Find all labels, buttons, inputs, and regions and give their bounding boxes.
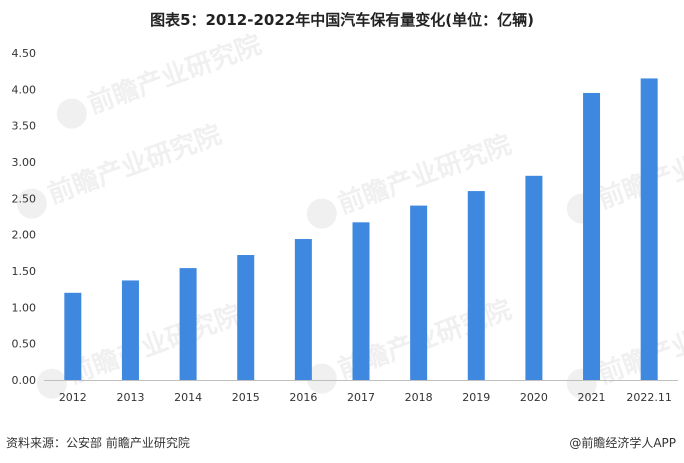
x-tick-label: 2015 [232,391,260,404]
app-credit: @前瞻经济学人APP [569,436,676,450]
y-tick-label: 1.00 [12,301,37,314]
y-tick-label: 3.50 [12,120,37,133]
x-tick-label: 2018 [405,391,433,404]
bar [179,268,197,380]
x-tick-label: 2022.11 [626,391,672,404]
bar [294,239,312,380]
chart-title: 图表5：2012-2022年中国汽车保有量变化(单位：亿辆) [150,11,534,29]
x-tick-label: 2017 [347,391,375,404]
y-axis-ticks: 0.00 0.50 1.00 1.50 2.00 2.50 3.00 3.50 4.00 4.50 [12,47,37,387]
bar [640,78,658,380]
bar [64,292,82,380]
y-tick-label: 4.50 [12,47,37,60]
x-tick-label: 2019 [462,391,490,404]
y-tick-label: 2.50 [12,192,37,205]
y-tick-label: 2.00 [12,229,37,242]
bar [237,255,255,380]
bar [525,175,543,380]
y-tick-label: 0.50 [12,338,37,351]
x-tick-label: 2020 [520,391,548,404]
x-tick-label: 2012 [59,391,87,404]
y-tick-label: 1.50 [12,265,37,278]
bar [467,191,485,380]
bars [64,78,658,380]
x-axis-ticks: 2012 2013 2014 2015 2016 2017 2018 2019 2020 2021… [59,391,672,404]
y-tick-label: 0.00 [12,374,37,387]
x-tick-label: 2021 [578,391,606,404]
x-tick-label: 2014 [174,391,202,404]
y-tick-label: 3.00 [12,156,37,169]
bar [410,205,428,380]
source-note: 资料来源：公安部 前瞻产业研究院 [6,436,190,450]
x-tick-label: 2016 [289,391,317,404]
y-tick-label: 4.00 [12,83,37,96]
bar [583,92,601,380]
bar [352,222,370,380]
x-tick-label: 2013 [116,391,144,404]
bar [121,280,139,380]
